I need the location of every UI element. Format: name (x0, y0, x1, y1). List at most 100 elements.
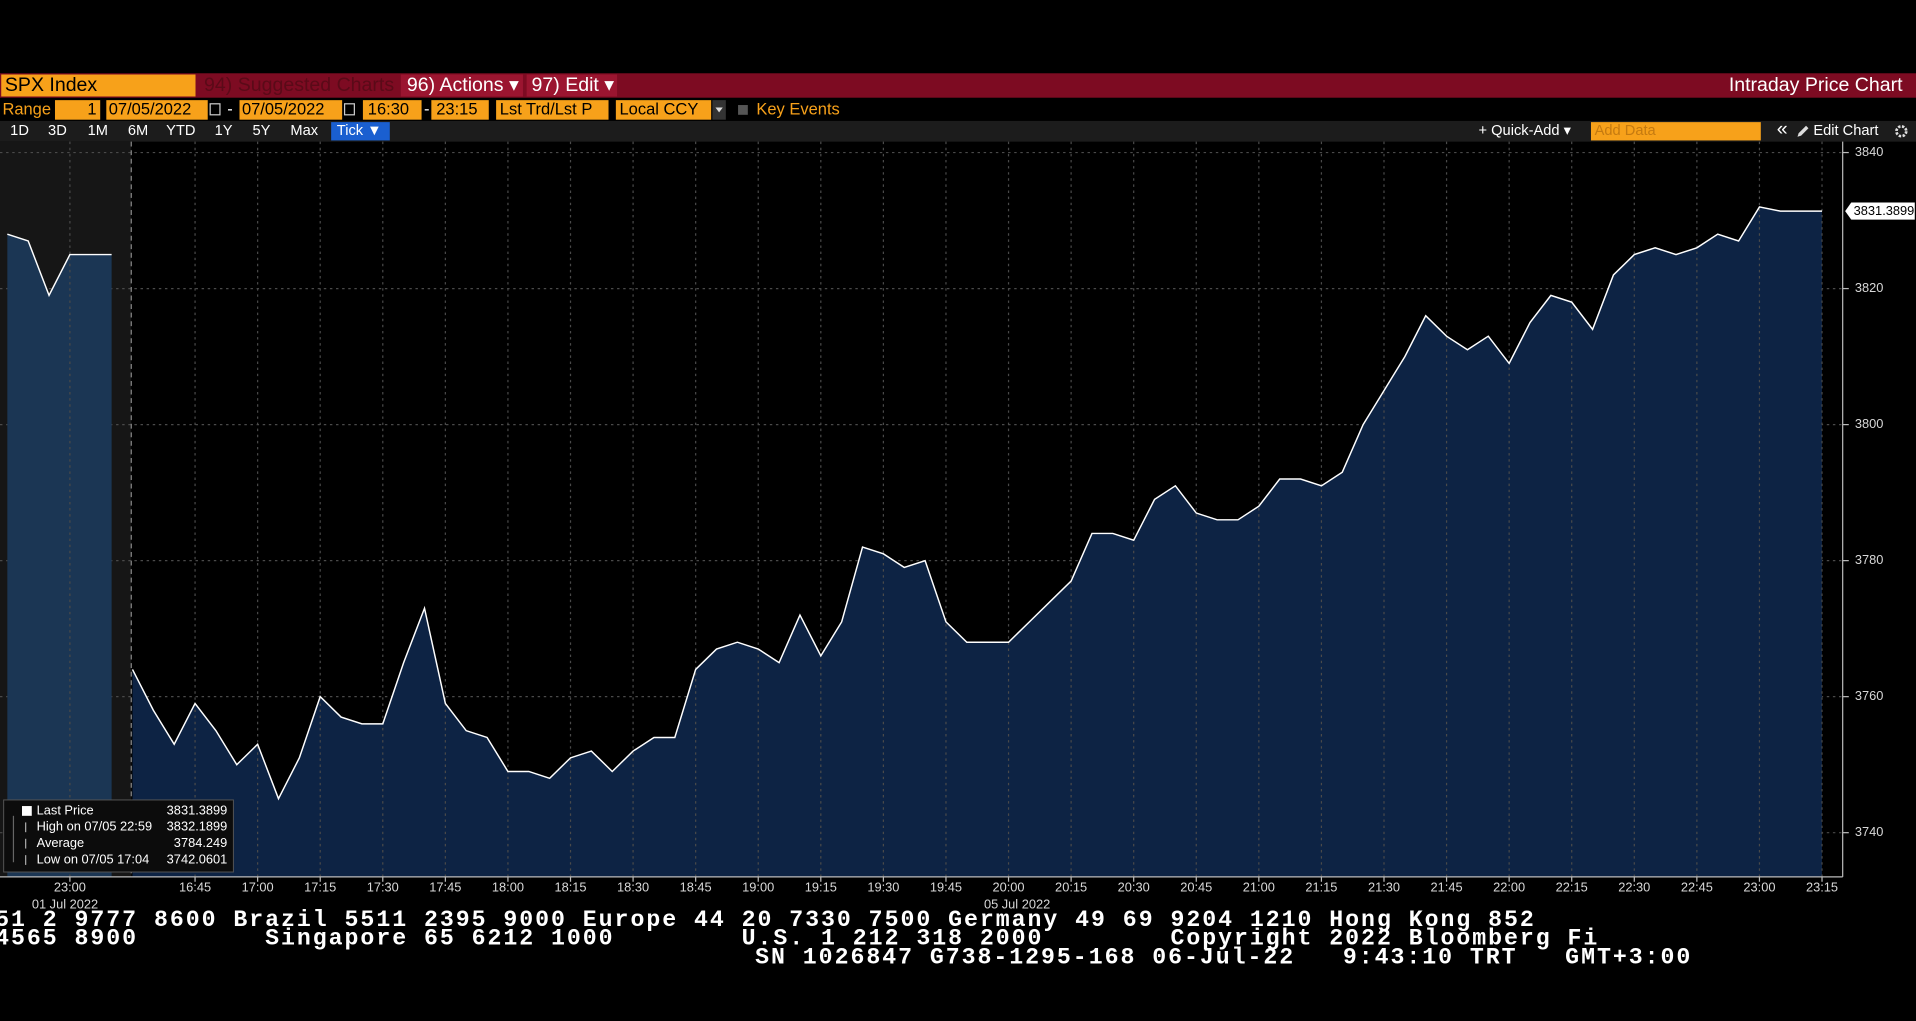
price-area (7, 234, 112, 877)
edit[interactable]: 97) Edit ▾ (532, 74, 615, 96)
x-tick-label: 16:45 (179, 879, 211, 894)
period-bar (0, 120, 1916, 142)
edit-chart[interactable]: Edit Chart (1813, 123, 1878, 139)
period-button[interactable]: Max (290, 123, 318, 139)
key-events[interactable]: Key Events (756, 100, 839, 118)
last-price-label: 3831.3899 (1854, 203, 1915, 218)
x-tick-label: 21:15 (1305, 879, 1337, 894)
end-date[interactable]: 07/05/2022 (242, 100, 325, 118)
x-tick-label: 17:15 (304, 879, 336, 894)
ticker-line: 51 2 9777 8600 Brazil 5511 2395 9000 Eur… (0, 907, 1536, 933)
quick-add[interactable]: + Quick-Add ▾ (1479, 123, 1572, 139)
period-button[interactable]: YTD (166, 123, 195, 139)
period-button[interactable]: Tick ▼ (337, 123, 382, 139)
start-date-box[interactable] (106, 100, 208, 120)
x-tick-label: 22:45 (1681, 879, 1713, 894)
legend-label: High on 07/05 22:59 (37, 819, 152, 834)
start-time-box[interactable] (362, 100, 422, 120)
edit-button[interactable] (526, 74, 618, 97)
pencil-icon (1797, 125, 1809, 137)
suggested-charts[interactable]: 94) Suggested Charts (204, 74, 394, 96)
security-box[interactable] (1, 74, 196, 97)
dash: - (227, 100, 233, 118)
chart: 3740 3760 3780 3800 3820 3840 23:00 01 Jul 2022… (0, 141, 1915, 911)
calendar-icon[interactable] (343, 103, 355, 116)
range-count-box[interactable] (54, 100, 101, 120)
ticker-line: 4565 8900 Singapore 65 6212 1000 U.S. 1 … (0, 926, 1599, 952)
settings-icon[interactable] (1895, 125, 1908, 138)
start-date[interactable]: 07/05/2022 (109, 100, 192, 118)
y-tick-label: 3800 (1855, 416, 1884, 431)
legend-swatch (21, 806, 32, 816)
period-button[interactable]: 3D (48, 123, 67, 139)
y-tick-label: 3840 (1855, 144, 1884, 159)
date-label: 05 Jul 2022 (984, 896, 1050, 911)
end-date-box[interactable] (239, 100, 343, 120)
price-line (131, 206, 1823, 801)
x-tick-label: 18:00 (492, 879, 524, 894)
x-tick-label: 23:00 (1743, 879, 1775, 894)
legend-label: Low on 07/05 17:04 (37, 851, 150, 866)
x-tick-label: 19:30 (867, 879, 899, 894)
x-tick-label: 21:45 (1431, 879, 1463, 894)
x-tick-label: 17:30 (367, 879, 399, 894)
legend-label: Last Price (37, 802, 94, 817)
currency-box[interactable] (615, 100, 712, 120)
screen-title: Intraday Price Chart (1729, 74, 1903, 96)
start-time[interactable]: 16:30 (368, 100, 409, 118)
calendar-icon[interactable] (209, 103, 221, 116)
x-tick-label: 20:45 (1180, 879, 1212, 894)
dash: - (424, 100, 430, 118)
legend: Last Price 3831.3899 High on 07/05 22:59 38… (3, 799, 234, 873)
period-button[interactable]: 5Y (253, 123, 271, 139)
field[interactable]: Lst Trd/Lst P (500, 100, 593, 118)
x-tick-label: 18:30 (617, 879, 649, 894)
legend-value: 3831.3899 (167, 802, 228, 817)
legend-label: Average (37, 835, 85, 850)
price-line (7, 233, 112, 298)
currency[interactable]: Local CCY (620, 100, 699, 118)
checkbox[interactable] (738, 105, 748, 115)
x-tick-label: 21:30 (1368, 879, 1400, 894)
end-time-box[interactable] (431, 100, 489, 120)
toolbar (0, 73, 1916, 98)
security[interactable]: SPX Index (5, 74, 98, 96)
period-button[interactable]: 1Y (215, 123, 233, 139)
y-tick-label: 3740 (1855, 824, 1884, 839)
x-tick-label: 23:00 (54, 879, 86, 894)
x-tick-label: 22:30 (1618, 879, 1650, 894)
collapse[interactable]: « (1777, 118, 1788, 140)
legend-value: 3784.249 (174, 835, 227, 850)
period-button[interactable]: 1D (10, 123, 29, 139)
x-tick-label: 20:00 (992, 879, 1024, 894)
y-tick-label: 3780 (1855, 552, 1884, 567)
actions[interactable]: 96) Actions ▾ (407, 74, 519, 96)
add-data[interactable]: Add Data (1595, 123, 1657, 139)
x-tick-label: 20:30 (1118, 879, 1150, 894)
range-count[interactable]: 1 (87, 100, 96, 118)
price-area (132, 206, 1823, 877)
end-time[interactable]: 23:15 (436, 100, 477, 118)
ticker: 51 2 9777 8600 Brazil 5511 2395 9000 Eur… (0, 907, 1692, 971)
field-box[interactable] (496, 100, 609, 120)
x-tick-label: 21:00 (1243, 879, 1275, 894)
add-data-box[interactable] (1590, 122, 1761, 141)
x-tick-label: 19:15 (805, 879, 837, 894)
actions-button[interactable] (400, 74, 523, 97)
period-button[interactable]: 1M (88, 123, 108, 139)
date-label: 01 Jul 2022 (32, 896, 98, 911)
x-tick-label: 22:00 (1493, 879, 1525, 894)
x-tick-label: 17:45 (429, 879, 461, 894)
y-tick-label: 3760 (1855, 688, 1884, 703)
range-label: Range (2, 100, 51, 118)
legend-value: 3742.0601 (167, 851, 228, 866)
ticker-line: SN 1026847 G738-1295-168 06-Jul-22 9:43:… (755, 945, 1692, 971)
period-active[interactable] (331, 122, 390, 141)
period-button[interactable]: 6M (128, 123, 148, 139)
legend-box (3, 799, 234, 873)
x-tick-label: 20:15 (1055, 879, 1087, 894)
legend-value: 3832.1899 (167, 819, 228, 834)
x-tick-label: 17:00 (242, 879, 274, 894)
